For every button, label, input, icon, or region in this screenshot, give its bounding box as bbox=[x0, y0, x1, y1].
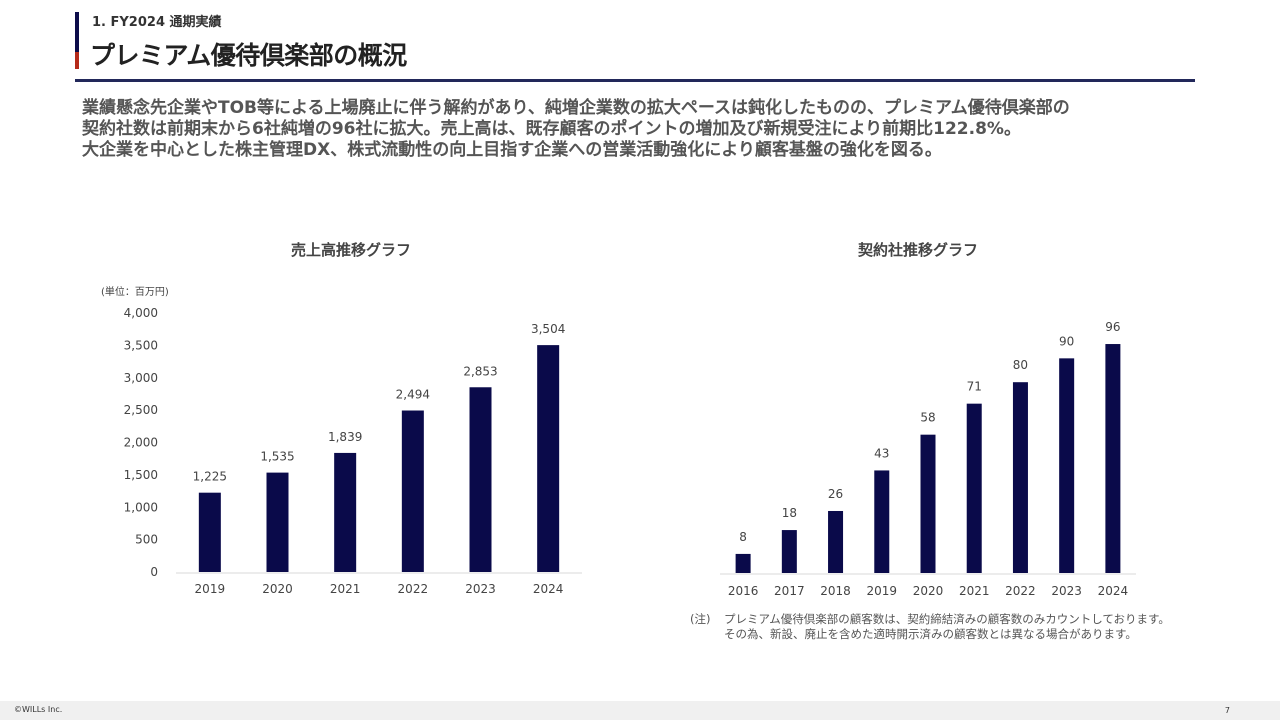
page-title: プレミアム優待倶楽部の概況 bbox=[90, 41, 407, 70]
contracts-chart-title: 契約社推移グラフ bbox=[858, 241, 979, 259]
contracts-x-tick-label: 2023 bbox=[1051, 584, 1082, 598]
title-divider bbox=[75, 79, 1195, 82]
contracts-x-tick-label: 2019 bbox=[867, 584, 898, 598]
title-accent-bar-red bbox=[75, 52, 79, 69]
sales-y-tick-label: 4,000 bbox=[124, 306, 158, 320]
contracts-data-label: 8 bbox=[739, 530, 747, 544]
sales-data-label: 2,494 bbox=[396, 388, 430, 402]
sales-bar bbox=[401, 410, 424, 572]
sales-data-label: 2,853 bbox=[463, 364, 497, 378]
page-number: 7 bbox=[1224, 706, 1230, 715]
contracts-bar bbox=[828, 510, 844, 573]
contracts-data-label: 96 bbox=[1105, 320, 1120, 334]
summary-text: 業績懸念先企業やTOB等による上場廃止に伴う解約があり、純増企業数の拡大ペースは… bbox=[82, 98, 1232, 161]
footer-bar: ©WILLs Inc. 7 bbox=[0, 701, 1280, 720]
contracts-x-tick-label: 2021 bbox=[959, 584, 990, 598]
contracts-data-label: 18 bbox=[782, 506, 797, 520]
sales-data-label: 1,535 bbox=[260, 450, 294, 464]
copyright-text: ©WILLs Inc. bbox=[14, 705, 63, 714]
charts-canvas: 0 500 1,000 1,500 2,000 2,500 3,000 3,500 4,000 1… bbox=[124, 306, 1136, 598]
contracts-bar bbox=[1105, 344, 1121, 573]
footnote-mark: (注) bbox=[690, 612, 711, 626]
sales-data-label: 1,839 bbox=[328, 430, 362, 444]
summary-line-2: 契約社数は前期末から6社純増の96社に拡大。売上高は、既存顧客のポイントの増加及… bbox=[82, 119, 1021, 139]
contracts-bar bbox=[1059, 358, 1075, 573]
sales-y-tick-label: 3,500 bbox=[124, 338, 158, 352]
sales-bar bbox=[469, 387, 492, 572]
sales-y-tick-label: 2,000 bbox=[124, 436, 158, 450]
section-label: 1. FY2024 通期実績 bbox=[92, 15, 222, 30]
sales-x-tick-label: 2020 bbox=[262, 582, 293, 596]
sales-bar bbox=[266, 472, 289, 572]
footnote-line-1: プレミアム優待倶楽部の顧客数は、契約締結済みの顧客数のみカウントしております。 bbox=[724, 612, 1170, 626]
contracts-bar bbox=[1012, 382, 1028, 573]
sales-data-label: 3,504 bbox=[531, 322, 565, 336]
footnote: (注) プレミアム優待倶楽部の顧客数は、契約締結済みの顧客数のみカウントしており… bbox=[690, 612, 1170, 642]
sales-bar bbox=[537, 345, 560, 572]
footnote-line-2: その為、新設、廃止を含めた適時開示済みの顧客数とは異なる場合があります。 bbox=[724, 627, 1137, 641]
contracts-bar bbox=[920, 434, 936, 573]
contracts-bar bbox=[735, 553, 751, 573]
sales-x-tick-label: 2023 bbox=[465, 582, 496, 596]
summary-line-3: 大企業を中心とした株主管理DX、株式流動性の向上目指す企業への営業活動強化により… bbox=[82, 140, 942, 160]
sales-bar bbox=[198, 492, 221, 572]
contracts-data-label: 71 bbox=[967, 380, 982, 394]
sales-bar bbox=[334, 452, 357, 572]
sales-y-tick-label: 0 bbox=[150, 565, 158, 579]
sales-y-tick-label: 500 bbox=[135, 533, 158, 547]
sales-x-tick-label: 2024 bbox=[533, 582, 564, 596]
contracts-bar bbox=[781, 530, 797, 573]
contracts-data-label: 90 bbox=[1059, 334, 1074, 348]
contracts-x-tick-label: 2017 bbox=[774, 584, 805, 598]
title-accent-bar bbox=[75, 12, 79, 52]
sales-y-tick-label: 3,000 bbox=[124, 371, 158, 385]
sales-chart-title: 売上高推移グラフ bbox=[291, 241, 412, 259]
contracts-bar bbox=[966, 403, 982, 573]
sales-x-tick-label: 2021 bbox=[330, 582, 361, 596]
summary-line-1: 業績懸念先企業やTOB等による上場廃止に伴う解約があり、純増企業数の拡大ペースは… bbox=[82, 98, 1070, 118]
sales-y-tick-label: 2,500 bbox=[124, 403, 158, 417]
sales-y-tick-label: 1,500 bbox=[124, 468, 158, 482]
contracts-data-label: 58 bbox=[920, 411, 935, 425]
contracts-data-label: 43 bbox=[874, 446, 889, 460]
sales-x-tick-label: 2022 bbox=[398, 582, 429, 596]
contracts-data-label: 80 bbox=[1013, 358, 1028, 372]
sales-y-tick-label: 1,000 bbox=[124, 500, 158, 514]
contracts-x-tick-label: 2024 bbox=[1098, 584, 1129, 598]
contracts-x-tick-label: 2018 bbox=[820, 584, 851, 598]
contracts-x-tick-label: 2016 bbox=[728, 584, 759, 598]
contracts-x-tick-label: 2022 bbox=[1005, 584, 1036, 598]
sales-chart-unit-label: (単位：百万円) bbox=[101, 287, 169, 298]
sales-x-tick-label: 2019 bbox=[195, 582, 226, 596]
sales-data-label: 1,225 bbox=[193, 470, 227, 484]
contracts-bar bbox=[874, 470, 890, 573]
contracts-data-label: 26 bbox=[828, 487, 843, 501]
contracts-x-tick-label: 2020 bbox=[913, 584, 944, 598]
